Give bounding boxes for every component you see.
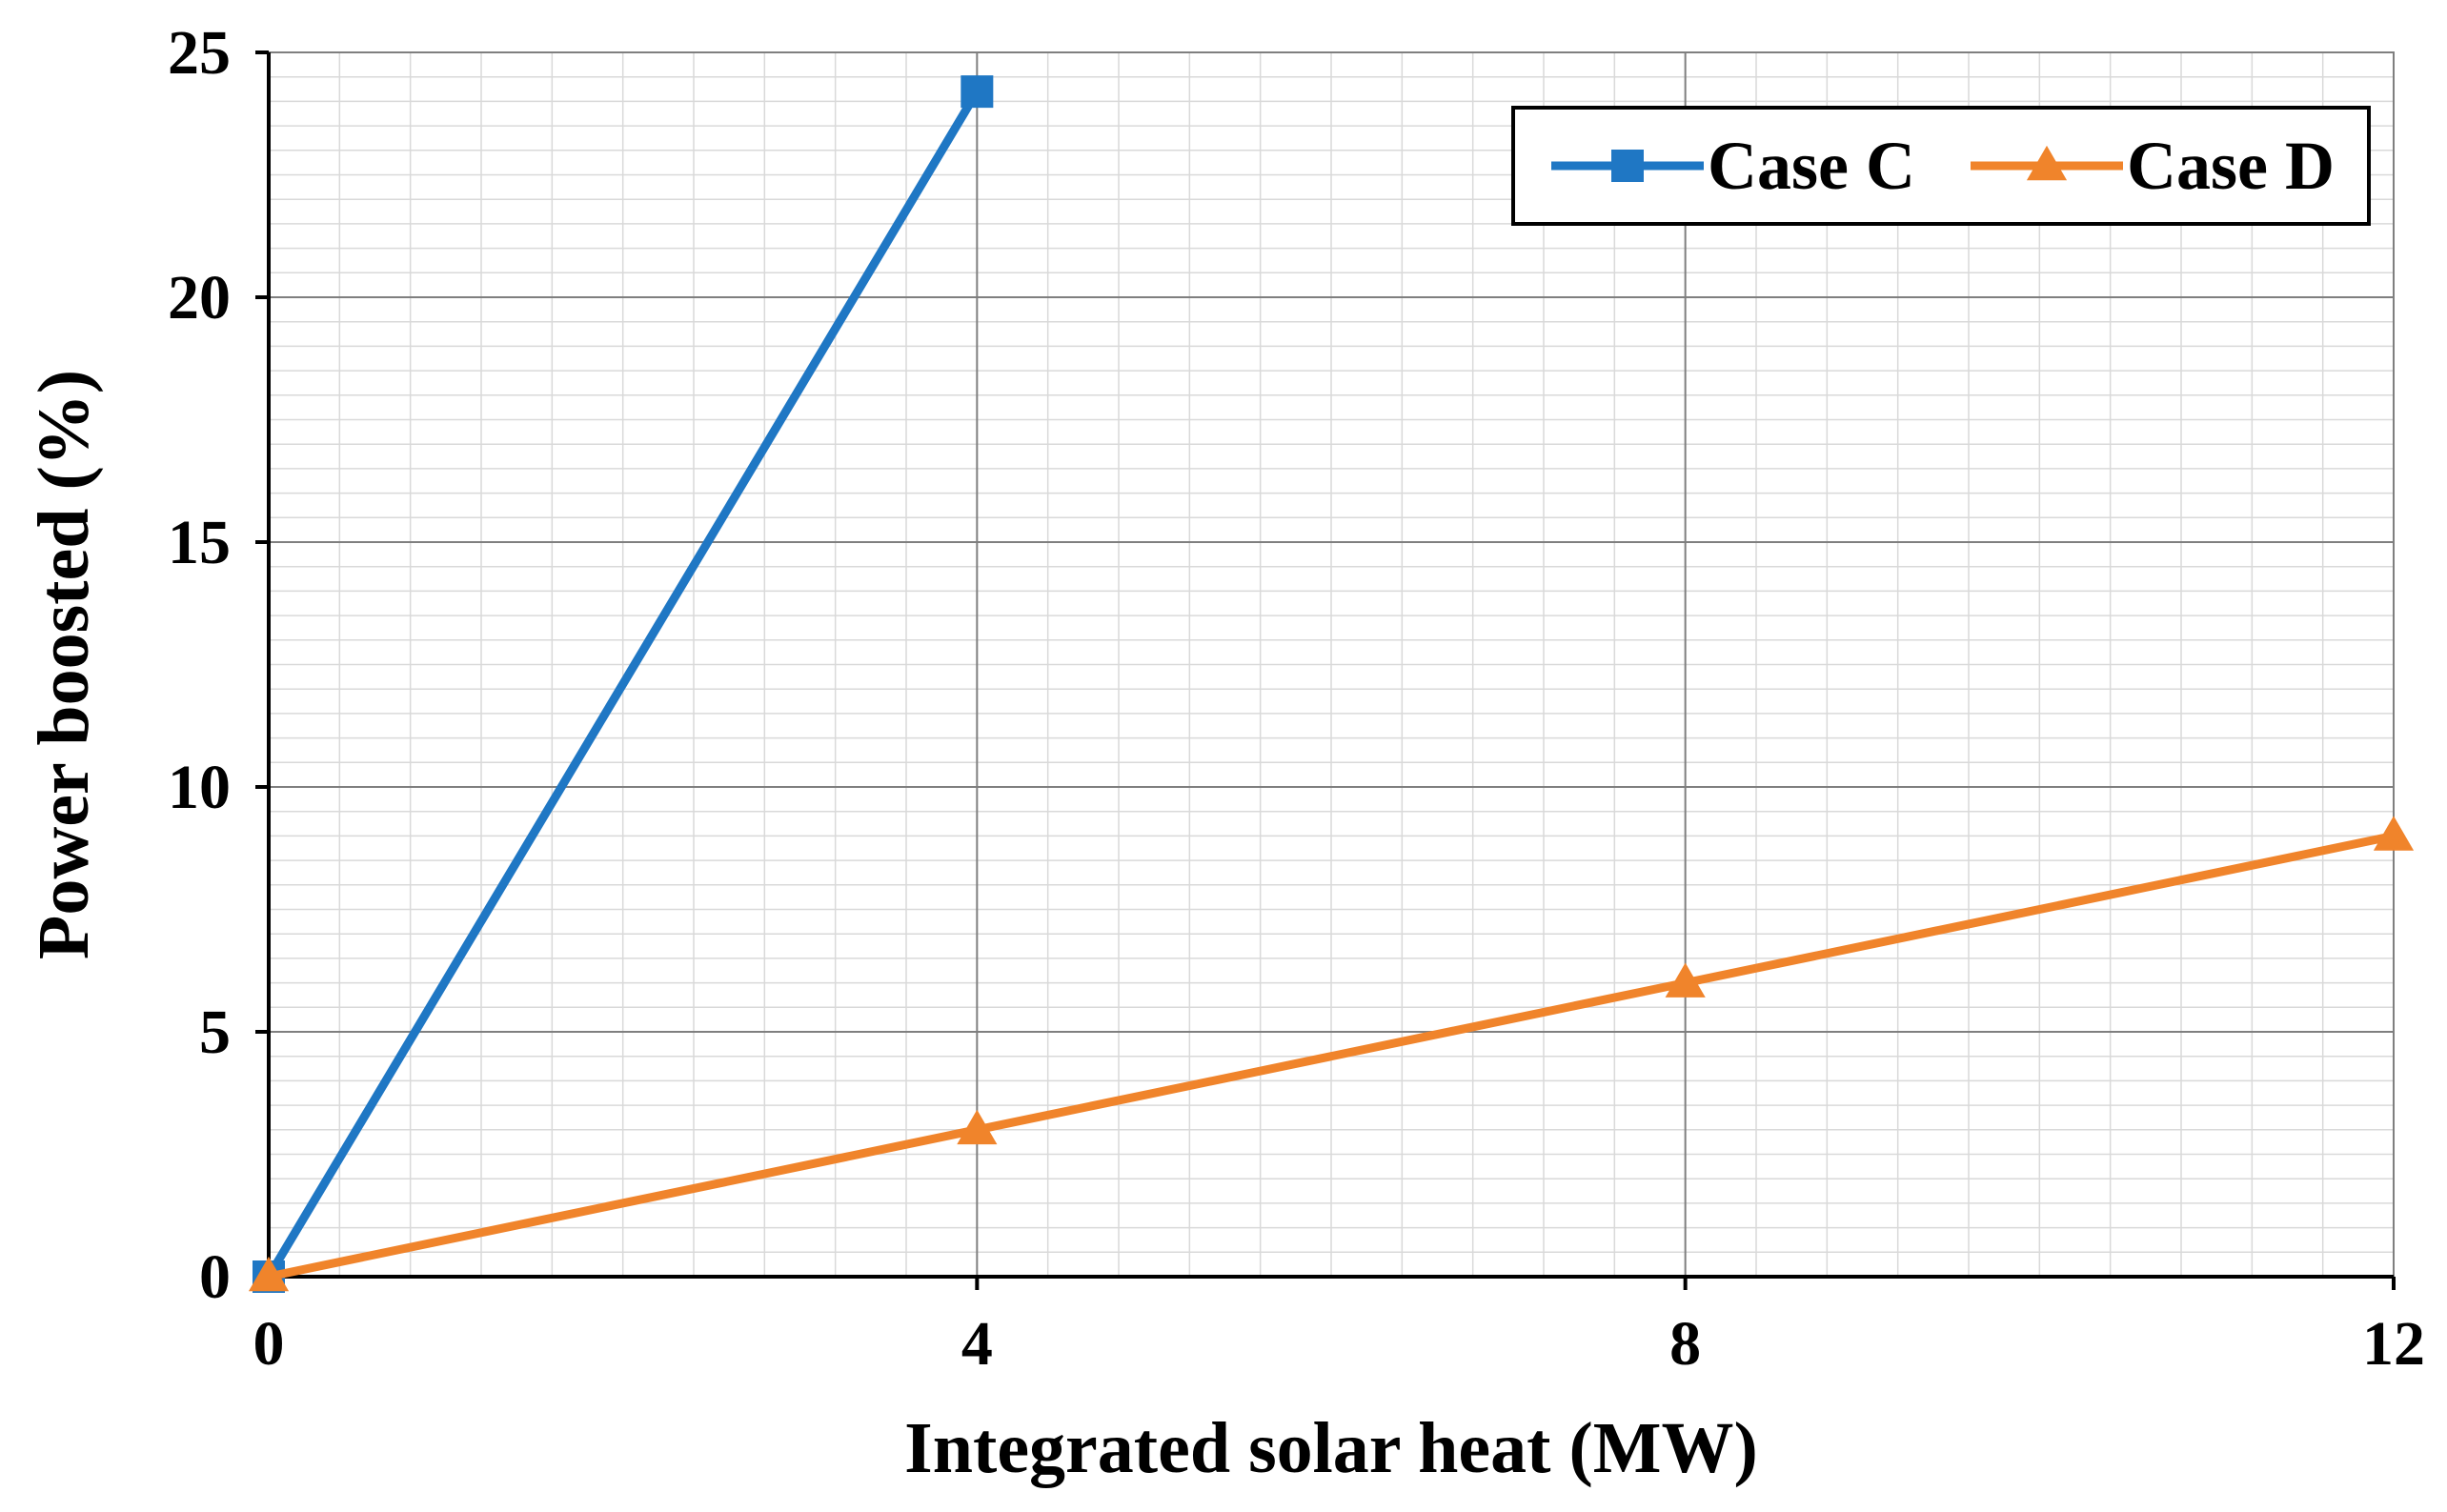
data-point [2373, 816, 2415, 851]
legend-item-case-c: Case C [1551, 128, 1915, 204]
x-tick-label: 12 [2362, 1309, 2425, 1379]
series-layer [248, 75, 2415, 1293]
data-point [957, 1109, 998, 1145]
legend-label: Case C [1708, 128, 1915, 204]
series-case-d [248, 816, 2415, 1292]
x-tick-label: 0 [253, 1309, 285, 1379]
y-tick-label: 15 [168, 508, 231, 577]
series-line [264, 831, 2398, 1281]
data-point [1665, 962, 1706, 998]
y-tick-label: 10 [168, 753, 231, 822]
legend: Case C Case D [1511, 106, 2371, 226]
axes [255, 50, 2396, 1290]
y-tick-label: 25 [168, 18, 231, 88]
series-line [264, 87, 981, 1281]
legend-item-case-d: Case D [1971, 128, 2335, 204]
x-tick-label: 8 [1669, 1309, 1701, 1379]
y-tick-label: 20 [168, 263, 231, 333]
data-point [961, 75, 994, 109]
tick-labels: 0 5 10 15 20 25 0 4 8 12 [168, 18, 2425, 1379]
data-point [248, 1256, 290, 1292]
legend-label: Case D [2127, 128, 2335, 204]
y-tick-label: 5 [199, 998, 231, 1067]
y-axis-title: Power boosted (%) [24, 370, 104, 959]
x-axis-title: Integrated solar heat (MW) [904, 1408, 1758, 1488]
y-tick-label: 0 [199, 1242, 231, 1312]
legend-items: Case C Case D [1551, 128, 2335, 204]
x-tick-label: 4 [961, 1309, 993, 1379]
legend-marker [1611, 150, 1644, 182]
legend-marker [2026, 145, 2068, 181]
